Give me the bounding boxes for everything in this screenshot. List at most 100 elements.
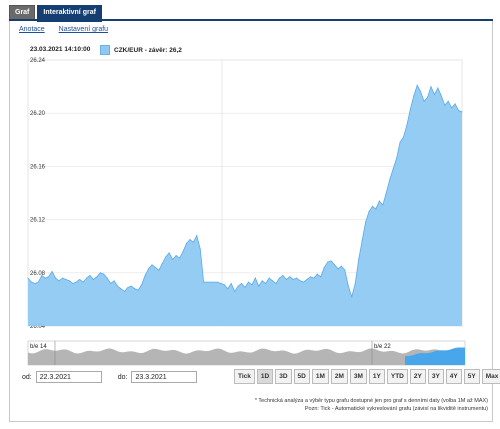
data-point [303,281,305,283]
range-button-5d[interactable]: 5D [293,369,310,384]
data-point [120,288,122,290]
data-point [182,251,184,253]
data-point [258,285,260,287]
data-point [237,285,239,287]
data-point [282,274,284,276]
from-date-input[interactable] [35,371,102,383]
data-point [48,276,50,278]
range-button-2y[interactable]: 2Y [409,369,426,384]
data-point [189,239,191,241]
range-button-ytd[interactable]: YTD [386,369,408,384]
data-point [223,284,225,286]
data-point [378,200,380,202]
data-point [299,280,301,282]
to-label: do: [117,373,128,381]
range-button-2m[interactable]: 2M [330,369,348,384]
data-point [61,277,63,279]
data-point [309,276,311,278]
data-point [103,273,105,275]
data-point [86,277,88,279]
range-button-max[interactable]: Max [481,369,500,384]
y-tick-label: 26.08 [30,271,46,277]
tab-bar: Graf Interaktivní graf [9,5,102,22]
data-point [216,281,218,283]
data-point [75,281,77,283]
tab-graf[interactable]: Graf [9,5,36,21]
y-tick-label: 26.20 [30,111,46,117]
data-point [227,288,229,290]
data-point [151,264,153,266]
range-button-4y[interactable]: 4Y [445,369,462,384]
data-point [68,280,70,282]
data-point [337,268,339,270]
y-tick-label: 26.12 [30,218,46,224]
data-point [82,281,84,283]
data-point [230,282,232,284]
data-point [265,282,267,284]
data-point [423,100,425,102]
data-point [365,221,367,223]
range-button-5y[interactable]: 5Y [463,369,480,384]
navigator-selection [405,347,465,365]
data-point [420,91,422,93]
range-button-3d[interactable]: 3D [275,369,292,384]
data-point [89,274,91,276]
data-point [179,257,181,259]
chart-settings-link[interactable]: Nastavení grafu [58,26,109,33]
to-date-input[interactable] [131,371,198,383]
tab-interactive-chart[interactable]: Interaktivní graf [37,5,102,22]
data-point [192,241,194,243]
data-point [144,274,146,276]
data-point [175,255,177,257]
range-button-1y[interactable]: 1Y [368,369,385,384]
data-point [196,235,198,237]
data-point [51,270,53,272]
data-point [247,281,249,283]
data-point [141,284,143,286]
data-point [278,277,280,279]
data-point [123,290,125,292]
data-point [158,269,160,271]
legend[interactable]: CZK/EUR - závěr: 26,2 [100,45,182,55]
range-button-tick[interactable]: Tick [234,369,255,384]
data-point [382,204,384,206]
data-point [451,107,453,109]
data-point [44,277,46,279]
data-point [392,168,394,170]
data-point [65,278,67,280]
data-point [96,276,98,278]
chart-links: Anotace Nastavení grafu [19,26,120,33]
data-point [37,281,39,283]
data-point [161,262,163,264]
area-series [28,85,462,327]
data-point [165,256,167,258]
data-point [361,240,363,242]
data-point [251,284,253,286]
data-point [110,282,112,284]
data-point [461,111,463,113]
range-button-1m[interactable]: 1M [311,369,329,384]
data-point [130,285,132,287]
data-point [340,265,342,267]
data-point [323,266,325,268]
data-point [437,87,439,89]
data-point [344,269,346,271]
data-point [206,281,208,283]
navigator-left-label: b/e 14 [30,344,47,350]
tab-underline [9,19,493,21]
date-range: od: do: [22,371,213,383]
range-button-3m[interactable]: 3M [349,369,367,384]
data-point [327,261,329,263]
data-point [416,84,418,86]
range-button-3y[interactable]: 3Y [427,369,444,384]
legend-label: CZK/EUR - závěr: 26,2 [114,46,182,54]
annotations-link[interactable]: Anotace [19,26,45,33]
data-point [137,289,139,291]
data-point [396,157,398,159]
note-tick: Pozn: Tick - Automatické vykreslování gr… [304,406,488,412]
data-point [385,192,387,194]
data-point [358,259,360,260]
range-button-1d[interactable]: 1D [256,369,274,384]
